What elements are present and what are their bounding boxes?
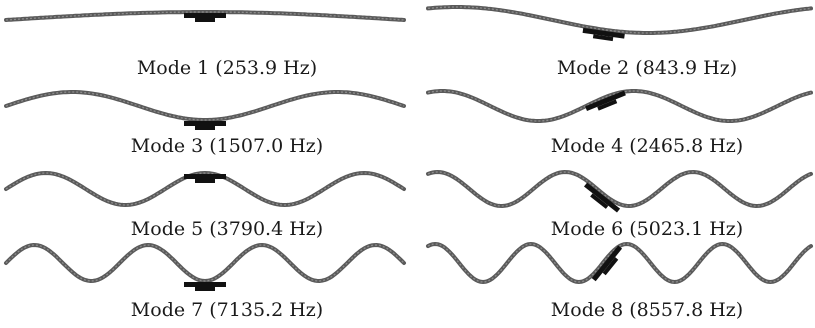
mode-label: Mode 6 (5023.1 Hz) [551, 218, 743, 240]
beam-mode-shape [426, 5, 813, 35]
mode-label: Mode 3 (1507.0 Hz) [131, 135, 323, 157]
actuator-patch [585, 90, 626, 112]
patch-base [195, 126, 215, 130]
mode-panel-7: Mode 7 (7135.2 Hz) [4, 243, 406, 321]
beam-centerline [427, 6, 812, 34]
beam-centerline [427, 90, 812, 122]
patch-layer [583, 182, 621, 213]
mode-label: Mode 2 (843.9 Hz) [557, 57, 737, 79]
mode-panel-4: Mode 4 (2465.8 Hz) [426, 89, 813, 157]
actuator-patch [184, 174, 226, 183]
patch-layer [184, 13, 226, 18]
beam-centerline [427, 243, 812, 283]
mode-panel-8: Mode 8 (8557.8 Hz) [426, 242, 813, 321]
patch-layer [184, 121, 226, 126]
patch-layer [184, 174, 226, 179]
mode-panel-1: Mode 1 (253.9 Hz) [4, 10, 406, 79]
mode-panel-5: Mode 5 (3790.4 Hz) [4, 171, 406, 240]
patch-layer [591, 245, 623, 282]
patch-base [195, 18, 215, 22]
patch-base [597, 99, 618, 111]
mode-label: Mode 5 (3790.4 Hz) [131, 218, 323, 240]
patch-base [195, 287, 215, 291]
actuator-patch [591, 245, 623, 282]
beam-mode-shape [426, 170, 813, 208]
beam-centerline [5, 172, 405, 206]
beam-mode-shape [4, 10, 406, 22]
beam-centerline [5, 244, 405, 282]
actuator-patch [184, 13, 226, 22]
mode-label: Mode 4 (2465.8 Hz) [551, 135, 743, 157]
actuator-patch [184, 121, 226, 130]
patch-layer [184, 282, 226, 287]
beam-mode-shape [4, 243, 406, 283]
mode-label: Mode 8 (8557.8 Hz) [551, 299, 743, 321]
beam-centerline [5, 91, 405, 121]
beam-mode-shape [4, 90, 406, 122]
mode-panel-2: Mode 2 (843.9 Hz) [426, 5, 813, 79]
mode-label: Mode 7 (7135.2 Hz) [131, 299, 323, 321]
mode-panel-3: Mode 3 (1507.0 Hz) [4, 90, 406, 157]
patch-base [590, 193, 609, 209]
patch-layer [582, 27, 625, 39]
patch-base [592, 34, 614, 42]
patch-base [195, 179, 215, 183]
mode-panel-6: Mode 6 (5023.1 Hz) [426, 170, 813, 240]
patch-layer [585, 90, 626, 112]
actuator-patch [583, 182, 621, 213]
patch-base [602, 257, 619, 276]
mode-label: Mode 1 (253.9 Hz) [137, 57, 317, 79]
actuator-patch [184, 282, 226, 291]
actuator-patch [582, 27, 625, 42]
beam-centerline [427, 171, 812, 207]
